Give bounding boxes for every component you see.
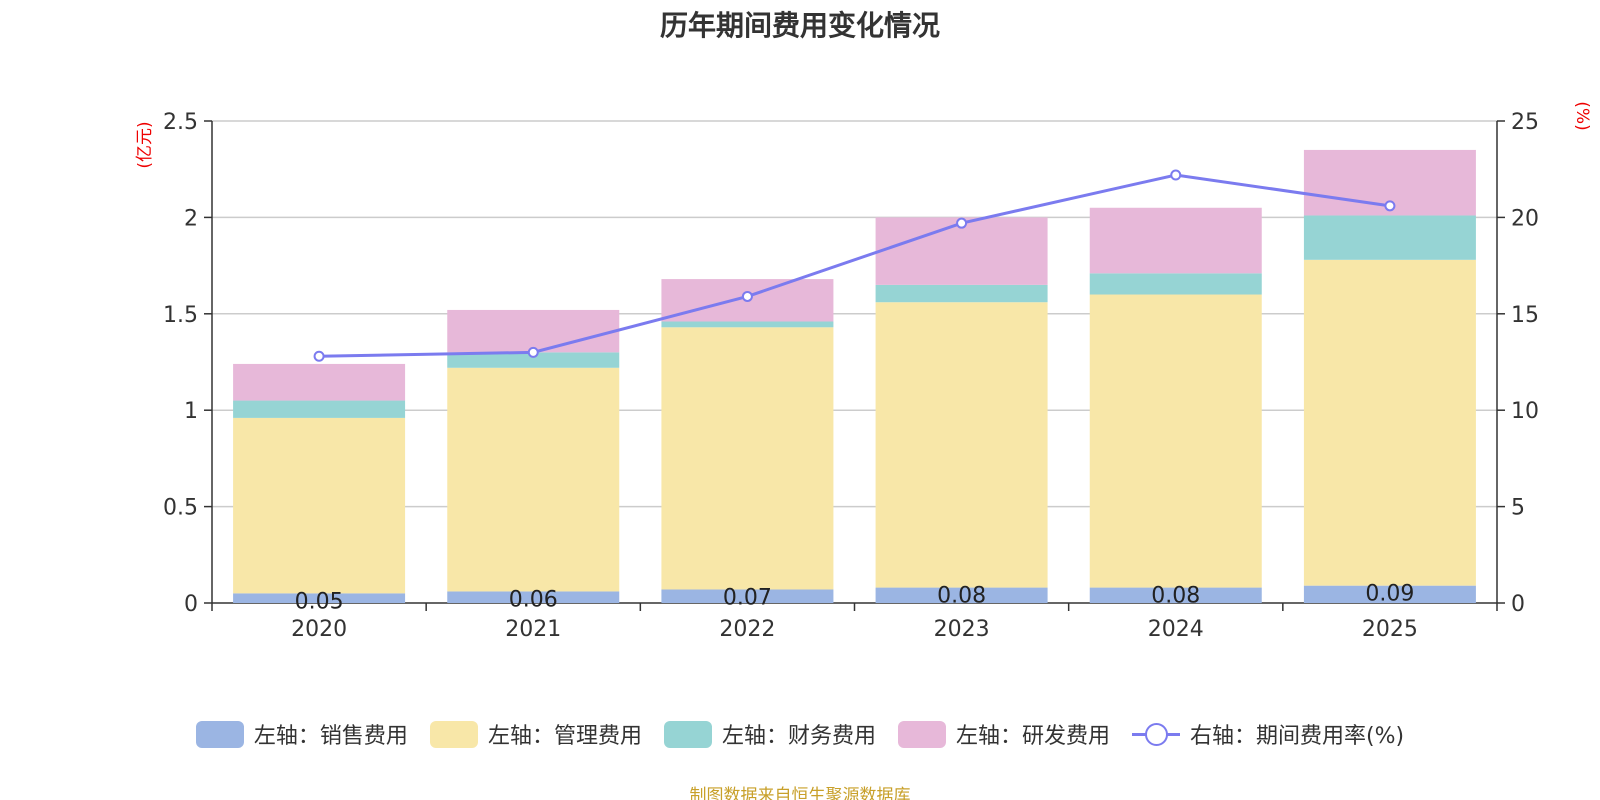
bar-admin-2023: [875, 302, 1048, 588]
bar-sales-2021: [447, 591, 620, 603]
legend-label-finance: 左轴：财务费用: [721, 724, 876, 749]
legend-swatch-expense-rate: [1131, 721, 1180, 748]
chart-title: 历年期间费用变化情况: [659, 9, 940, 42]
bar-sales-2025: [1303, 585, 1476, 603]
bar-data-label-sales-2021: 0.06: [509, 587, 558, 612]
x-axis-tick-label: 2025: [1362, 617, 1418, 642]
legend-swatch-finance: [663, 720, 712, 748]
bar-finance-2024: [1089, 273, 1262, 295]
bar-finance-2025: [1303, 215, 1476, 260]
x-axis-tick-label: 2022: [719, 617, 775, 642]
legend-label-sales: 左轴：销售费用: [253, 724, 408, 749]
expense-rate-line: [319, 173, 1391, 358]
bar-data-label-sales-2023: 0.08: [937, 584, 986, 609]
bar-sales-2023: [875, 587, 1048, 603]
bar-admin-2024: [1089, 294, 1262, 588]
source-note: 制图数据来自恒生聚源数据库: [689, 786, 911, 800]
right-axis-tick-label: 20: [1511, 206, 1539, 231]
legend-item-admin[interactable]: 左轴：管理费用: [429, 718, 642, 750]
x-axis-tick-label: 2023: [934, 617, 990, 642]
expense-rate-point-2023: [956, 217, 968, 229]
right-axis-tick-label: 10: [1511, 399, 1539, 424]
expense-rate-point-2022: [741, 290, 753, 302]
bar-finance-2023: [875, 284, 1048, 303]
left-axis-tick-label: 2.5: [163, 110, 198, 135]
legend-item-sales[interactable]: 左轴：销售费用: [195, 718, 408, 750]
legend-item-rd[interactable]: 左轴：研发费用: [897, 718, 1110, 750]
bar-admin-2025: [1303, 259, 1476, 586]
bar-data-label-sales-2022: 0.07: [723, 586, 772, 611]
x-axis-tick-label: 2024: [1148, 617, 1204, 642]
legend-item-finance[interactable]: 左轴：财务费用: [663, 718, 876, 750]
legend-label-admin: 左轴：管理费用: [487, 724, 642, 749]
bar-admin-2022: [661, 327, 834, 590]
bar-admin-2021: [447, 367, 620, 592]
bar-rd-2024: [1089, 207, 1262, 274]
legend-swatch-rd: [897, 720, 946, 748]
bar-sales-2022: [661, 589, 834, 603]
bar-data-label-sales-2025: 0.09: [1365, 582, 1414, 607]
expense-rate-point-2021: [527, 346, 539, 358]
bar-finance-2020: [233, 400, 406, 418]
right-axis-unit-label: (%): [1572, 101, 1592, 130]
x-axis-tick-label: 2020: [291, 617, 347, 642]
expense-rate-point-2025: [1384, 200, 1396, 212]
bar-finance-2022: [661, 321, 834, 328]
left-axis-tick-label: 0.5: [163, 496, 198, 521]
bar-finance-2021: [447, 352, 620, 368]
left-axis-tick-label: 2: [184, 206, 198, 231]
left-axis-unit-label: (亿元): [135, 121, 155, 168]
right-axis-tick-label: 5: [1511, 496, 1525, 521]
bar-rd-2020: [233, 363, 406, 401]
bar-admin-2020: [233, 417, 406, 594]
left-axis-tick-label: 0: [184, 592, 198, 617]
legend-item-expense-rate[interactable]: 右轴：期间费用率(%): [1131, 718, 1405, 750]
expense-rate-point-2020: [313, 350, 325, 362]
bar-data-label-sales-2024: 0.08: [1151, 584, 1200, 609]
left-axis-tick-label: 1: [184, 399, 198, 424]
right-axis-tick-label: 0: [1511, 592, 1525, 617]
left-axis-tick-label: 1.5: [163, 303, 198, 328]
expense-rate-point-2024: [1170, 169, 1182, 181]
bar-rd-2021: [447, 309, 620, 353]
legend-swatch-admin: [429, 720, 478, 748]
legend: 左轴：销售费用 左轴：管理费用 左轴：财务费用 左轴：研发费用 右轴：期间费用率…: [0, 718, 1600, 750]
x-axis-tick-label: 2021: [505, 617, 561, 642]
bar-sales-2020: [233, 593, 406, 603]
right-axis-tick-label: 25: [1511, 110, 1539, 135]
legend-label-expense-rate: 右轴：期间费用率(%): [1189, 724, 1405, 749]
legend-label-rd: 左轴：研发费用: [955, 724, 1110, 749]
right-axis-tick-label: 15: [1511, 303, 1539, 328]
bar-data-label-sales-2020: 0.05: [295, 589, 344, 614]
legend-swatch-sales: [195, 720, 244, 748]
bar-sales-2024: [1089, 587, 1262, 603]
